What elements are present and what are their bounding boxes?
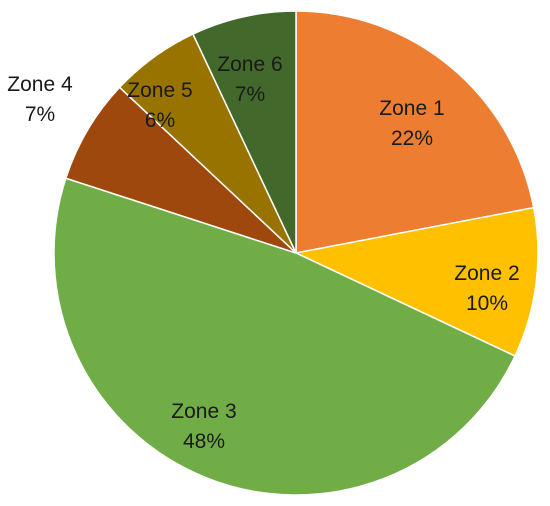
- pie-label-name: Zone 3: [171, 400, 236, 423]
- pie-label-percent: 22%: [391, 127, 433, 150]
- pie-slice-zone-2: [293, 206, 539, 358]
- pie-label-percent: 10%: [466, 292, 508, 315]
- pie-slice-zone-4: [64, 86, 297, 254]
- pie-label-zone-2: Zone 2 10%: [454, 262, 519, 315]
- pie-slice-zone-6: [191, 10, 297, 254]
- pie-label-name: Zone 5: [127, 79, 192, 102]
- pie-label-zone-4: Zone 4 7%: [7, 73, 73, 126]
- pie-label-name: Zone 1: [379, 97, 444, 120]
- pie-label-zone-6: Zone 6 7%: [217, 53, 282, 106]
- pie-label-zone-1: Zone 1 22%: [379, 97, 444, 150]
- pie-label-percent: 6%: [145, 109, 175, 132]
- pie-slice-zone-1: [295, 10, 535, 254]
- pie-label-name: Zone 4: [7, 73, 73, 96]
- pie-label-percent: 48%: [183, 430, 225, 453]
- pie-label-name: Zone 6: [217, 53, 282, 76]
- pie-label-percent: 7%: [25, 103, 55, 126]
- pie-label-name: Zone 2: [454, 262, 519, 285]
- pie-label-zone-5: Zone 5 6%: [127, 79, 192, 132]
- pie-labels: Zone 1 22%Zone 2 10%Zone 3 48%Zone 4 7%Zone …: [7, 53, 519, 453]
- pie-label-percent: 7%: [235, 83, 265, 106]
- pie-label-zone-3: Zone 3 48%: [171, 400, 236, 453]
- pie-slice-zone-3: [53, 177, 516, 496]
- pie-slices: [53, 10, 539, 496]
